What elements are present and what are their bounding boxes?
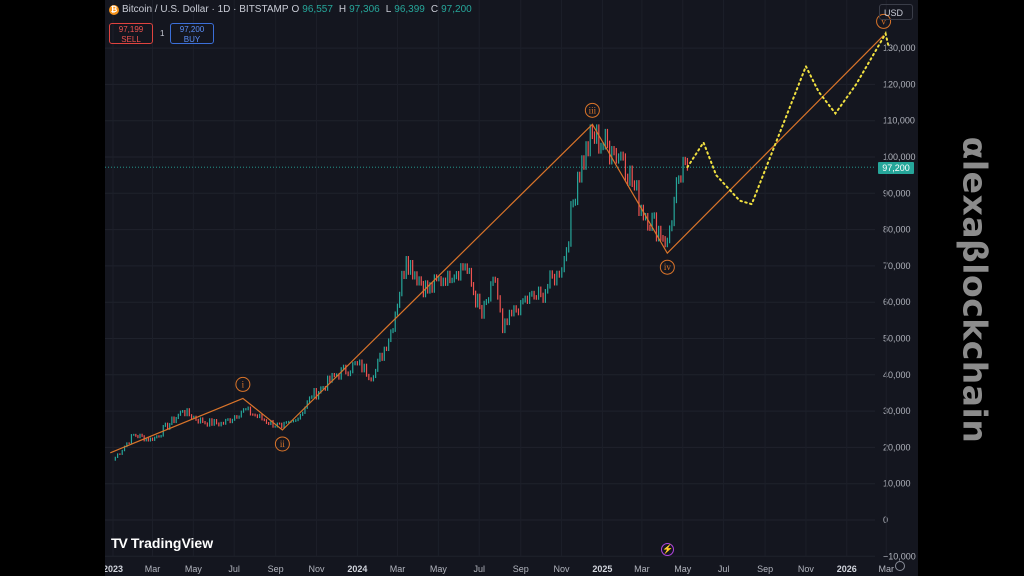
wave-path-line — [110, 34, 885, 454]
wave-label: i — [242, 379, 245, 389]
x-tick-label: Nov — [309, 564, 326, 574]
ohlc-open-value: 96,557 — [302, 4, 333, 15]
buy-label: BUY — [183, 35, 201, 44]
wave-label: iv — [664, 262, 672, 272]
y-tick-label: 130,000 — [883, 43, 916, 53]
bitcoin-icon: ₿ — [109, 4, 119, 15]
y-tick-label: 40,000 — [883, 370, 911, 380]
x-tick-label: Sep — [268, 564, 284, 574]
y-tick-label: 60,000 — [883, 297, 911, 307]
projection-path — [686, 30, 890, 206]
sell-label: SELL — [121, 35, 141, 44]
wave-label: iii — [589, 105, 597, 115]
wave-label-circle — [235, 376, 251, 392]
buy-button[interactable]: 97,200 BUY — [170, 23, 214, 44]
x-tick-label: Sep — [757, 564, 773, 574]
x-tick-label: Mar — [390, 564, 406, 574]
symbol-title: Bitcoin / U.S. Dollar · 1D · BITSTAMP — [122, 4, 289, 15]
x-tick-label: Nov — [554, 564, 571, 574]
x-tick-label: 2023 — [105, 564, 123, 574]
ohlc-high-key: H — [338, 4, 347, 15]
watermark-text: αlexaβlockchain — [955, 136, 995, 444]
wave-label-circle — [876, 13, 892, 29]
spread-value: 1 — [160, 29, 165, 38]
x-tick-label: Jul — [718, 564, 730, 574]
ohlc-low-value: 96,399 — [394, 4, 425, 15]
chart-frame: −10,000 0 10,000 20,000 30,000 40,000 50,000 60… — [105, 0, 918, 576]
gear-icon[interactable] — [895, 561, 905, 571]
y-tick-label: 100,000 — [883, 152, 916, 162]
chart-canvas[interactable]: −10,000 0 10,000 20,000 30,000 40,000 50,000 60… — [105, 0, 918, 576]
wave-label-circle — [659, 259, 675, 275]
tradingview-logo-text: TradingView — [130, 535, 214, 551]
wave-label-circle — [584, 102, 600, 118]
x-tick-label: 2025 — [592, 564, 612, 574]
y-tick-label: 20,000 — [883, 442, 911, 452]
x-tick-label: Mar — [634, 564, 650, 574]
x-tick-label: Nov — [798, 564, 815, 574]
ohlc-close-key: C — [430, 4, 439, 15]
ohlc-low-key: L — [385, 4, 392, 15]
y-tick-label: 10,000 — [883, 479, 911, 489]
wave-label: v — [881, 16, 886, 26]
y-tick-label: 110,000 — [883, 116, 915, 126]
x-tick-label: May — [674, 564, 692, 574]
x-tick-label: 2026 — [837, 564, 857, 574]
sell-price: 97,199 — [118, 25, 144, 34]
x-tick-label: 2024 — [347, 564, 367, 574]
y-tick-label: 120,000 — [883, 79, 916, 89]
sell-button[interactable]: 97,199 SELL — [109, 23, 153, 44]
watermark: αlexaβlockchain — [926, 120, 1024, 460]
ohlc-open-key: O — [291, 4, 300, 15]
y-tick-label: 70,000 — [883, 261, 911, 271]
x-tick-label: Sep — [513, 564, 529, 574]
x-tick-label: Jul — [228, 564, 240, 574]
lightning-icon[interactable]: ⚡ — [661, 543, 674, 556]
ohlc-high-value: 97,306 — [349, 4, 380, 15]
x-tick-label: Mar — [145, 564, 161, 574]
buy-price: 97,200 — [179, 25, 205, 34]
ohlc-close-value: 97,200 — [441, 4, 472, 15]
y-tick-label: 0 — [883, 515, 888, 525]
x-tick-label: May — [185, 564, 203, 574]
currency-selector[interactable]: USD — [879, 4, 913, 20]
y-tick-label: 30,000 — [883, 406, 911, 416]
x-tick-label: Jul — [473, 564, 485, 574]
tradingview-logo[interactable]: TV TradingView — [111, 535, 213, 551]
wave-label: ii — [280, 439, 286, 449]
wave-label-circle — [274, 436, 290, 452]
current-price-tag: 97,200 — [878, 162, 914, 174]
x-tick-label: Mar — [879, 564, 895, 574]
y-tick-label: −10,000 — [883, 551, 916, 561]
y-tick-label: 50,000 — [883, 334, 911, 344]
symbol-header[interactable]: ₿ Bitcoin / U.S. Dollar · 1D · BITSTAMP … — [109, 4, 475, 15]
y-tick-label: 90,000 — [883, 188, 911, 198]
tradingview-mark-icon: TV — [111, 535, 128, 551]
x-tick-label: May — [430, 564, 448, 574]
y-tick-label: 80,000 — [883, 225, 911, 235]
